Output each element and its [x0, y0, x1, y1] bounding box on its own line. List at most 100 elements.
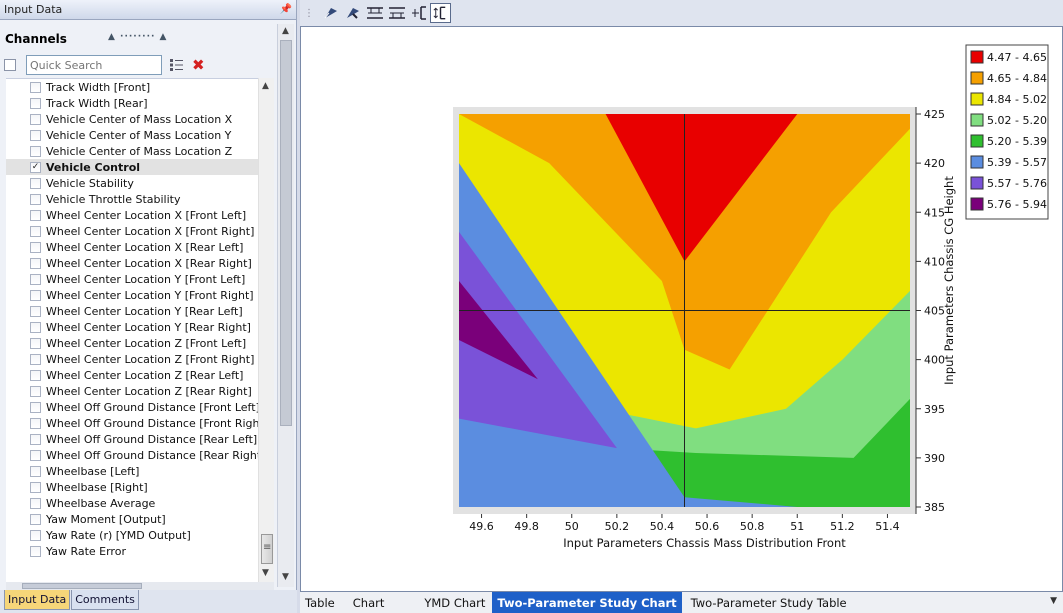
fit-width-icon[interactable]	[364, 3, 385, 23]
select-all-checkbox[interactable]	[4, 59, 16, 71]
tab-ymd-chart[interactable]: YMD Chart	[424, 595, 486, 610]
channel-item[interactable]: Wheel Off Ground Distance [Rear Right]	[6, 447, 260, 463]
channel-label: Wheelbase [Left]	[46, 464, 140, 478]
clear-search-icon[interactable]: ✖	[192, 56, 205, 74]
channel-checkbox[interactable]	[30, 353, 41, 365]
channel-checkbox[interactable]	[30, 385, 41, 397]
input-data-panel: Input Data 📌 Channels ▲ ········ ▲ ✖ Tra…	[0, 0, 297, 613]
channel-checkbox[interactable]	[30, 497, 41, 509]
channel-item[interactable]: Wheelbase [Left]	[6, 463, 260, 479]
channel-checkbox[interactable]	[30, 241, 41, 253]
channel-checkbox[interactable]	[30, 433, 41, 445]
channel-checkbox[interactable]	[30, 209, 41, 221]
channel-item[interactable]: Wheel Center Location X [Rear Right]	[6, 255, 260, 271]
tab-two-parameter-study-chart[interactable]: Two-Parameter Study Chart	[492, 592, 682, 613]
pin-icon[interactable]: 📌	[279, 4, 292, 15]
contour-chart[interactable]: 49.6 49.8 50 50.2 50.4 50.6 50.8 51 51.2 51.4 385 3…	[301, 27, 1062, 591]
channel-checkbox[interactable]	[30, 177, 41, 189]
search-options-icon[interactable]	[168, 57, 186, 73]
channel-list-scrollbar[interactable]: ▲ ▼	[258, 78, 274, 582]
channel-checkbox[interactable]	[30, 449, 41, 461]
channel-item[interactable]: Wheelbase [Right]	[6, 479, 260, 495]
channel-item[interactable]: Wheel Center Location Z [Front Left]	[6, 335, 260, 351]
channel-item[interactable]: Wheel Center Location Y [Front Right]	[6, 287, 260, 303]
scroll-down-icon[interactable]: ▼	[262, 568, 269, 578]
channel-item[interactable]: Yaw Rate Error	[6, 543, 260, 559]
channel-item[interactable]: Wheel Center Location Y [Front Left]	[6, 271, 260, 287]
channel-item[interactable]: Vehicle Center of Mass Location Y	[6, 127, 260, 143]
channel-item[interactable]: Wheel Center Location Z [Rear Left]	[6, 367, 260, 383]
scroll-thumb[interactable]	[261, 534, 273, 564]
channel-item[interactable]: Wheel Center Location X [Rear Left]	[6, 239, 260, 255]
channel-item[interactable]: Wheel Off Ground Distance [Front Right]	[6, 415, 260, 431]
channel-checkbox[interactable]	[30, 513, 41, 525]
channel-item[interactable]: Track Width [Rear]	[6, 95, 260, 111]
zoom-x-icon[interactable]	[408, 3, 429, 23]
channel-item[interactable]: Wheel Center Location Y [Rear Right]	[6, 319, 260, 335]
channel-checkbox[interactable]	[30, 145, 41, 157]
channel-checkbox[interactable]	[30, 193, 41, 205]
channel-checkbox[interactable]	[30, 129, 41, 141]
channel-checkbox[interactable]: ✓	[30, 161, 41, 173]
channel-item[interactable]: Wheel Off Ground Distance [Rear Left]	[6, 431, 260, 447]
channel-item[interactable]: Yaw Moment [Output]	[6, 511, 260, 527]
quick-search-input[interactable]	[26, 55, 162, 75]
channel-checkbox[interactable]	[30, 321, 41, 333]
channel-checkbox[interactable]	[30, 481, 41, 493]
channel-item[interactable]: Wheel Center Location X [Front Right]	[6, 223, 260, 239]
contour-region	[605, 114, 798, 262]
channel-label: Wheel Center Location X [Rear Left]	[46, 240, 244, 254]
y-tick-label: 395	[924, 403, 945, 416]
channel-checkbox[interactable]	[30, 417, 41, 429]
pan-icon[interactable]	[320, 3, 341, 23]
channel-item[interactable]: Vehicle Center of Mass Location X	[6, 111, 260, 127]
channel-item[interactable]: Vehicle Throttle Stability	[6, 191, 260, 207]
channel-item[interactable]: Wheel Center Location Z [Rear Right]	[6, 383, 260, 399]
channel-checkbox[interactable]	[30, 529, 41, 541]
y-tick-label: 405	[924, 305, 945, 318]
tabs-dropdown-icon[interactable]: ▼	[1050, 596, 1057, 606]
tab-comments[interactable]: Comments	[71, 590, 139, 610]
panel-scroll-thumb[interactable]	[280, 40, 292, 426]
channel-item[interactable]: Vehicle Center of Mass Location Z	[6, 143, 260, 159]
zoom-icon[interactable]	[342, 3, 363, 23]
tab-two-parameter-study-table[interactable]: Two-Parameter Study Table	[690, 595, 847, 610]
tab-input-data[interactable]: Input Data	[4, 590, 71, 610]
panel-scroll-up-icon[interactable]: ▲	[282, 26, 289, 36]
channel-checkbox[interactable]	[30, 257, 41, 269]
zoom-y-icon[interactable]	[430, 3, 451, 23]
channel-checkbox[interactable]	[30, 401, 41, 413]
horizontal-scrollbar[interactable]	[6, 582, 274, 590]
channel-checkbox[interactable]	[30, 81, 41, 93]
channel-checkbox[interactable]	[30, 289, 41, 301]
channel-checkbox[interactable]	[30, 337, 41, 349]
tab-table[interactable]: Table	[305, 595, 335, 610]
tab-chart[interactable]: Chart	[352, 595, 385, 610]
panel-scroll-down-icon[interactable]: ▼	[282, 572, 289, 582]
channel-checkbox[interactable]	[30, 273, 41, 285]
legend-label: 5.20 - 5.39	[987, 135, 1047, 148]
channel-checkbox[interactable]	[30, 113, 41, 125]
two-parameter-study-chart[interactable]: 49.6 49.8 50 50.2 50.4 50.6 50.8 51 51.2 51.4 385 3…	[300, 26, 1063, 592]
channel-item[interactable]: Wheel Off Ground Distance [Front Left]	[6, 399, 260, 415]
channel-item[interactable]: Wheelbase Average	[6, 495, 260, 511]
channel-checkbox[interactable]	[30, 545, 41, 557]
collapse-icon[interactable]: ▲ ········ ▲	[108, 32, 168, 42]
channel-checkbox[interactable]	[30, 305, 41, 317]
channel-item[interactable]: Yaw Rate (r) [YMD Output]	[6, 527, 260, 543]
channel-item[interactable]: ✓ Vehicle Control	[6, 159, 260, 175]
x-tick-label: 49.6	[469, 520, 494, 533]
fit-height-icon[interactable]	[386, 3, 407, 23]
panel-scrollbar[interactable]: ▲ ▼	[277, 24, 294, 587]
channel-item[interactable]: Vehicle Stability	[6, 175, 260, 191]
channel-checkbox[interactable]	[30, 465, 41, 477]
channel-checkbox[interactable]	[30, 369, 41, 381]
horizontal-scroll-thumb[interactable]	[22, 583, 142, 589]
scroll-up-icon[interactable]: ▲	[262, 81, 269, 91]
channel-checkbox[interactable]	[30, 97, 41, 109]
channel-item[interactable]: Wheel Center Location Y [Rear Left]	[6, 303, 260, 319]
channel-item[interactable]: Wheel Center Location Z [Front Right]	[6, 351, 260, 367]
channel-item[interactable]: Wheel Center Location X [Front Left]	[6, 207, 260, 223]
channel-item[interactable]: Track Width [Front]	[6, 79, 260, 95]
channel-checkbox[interactable]	[30, 225, 41, 237]
